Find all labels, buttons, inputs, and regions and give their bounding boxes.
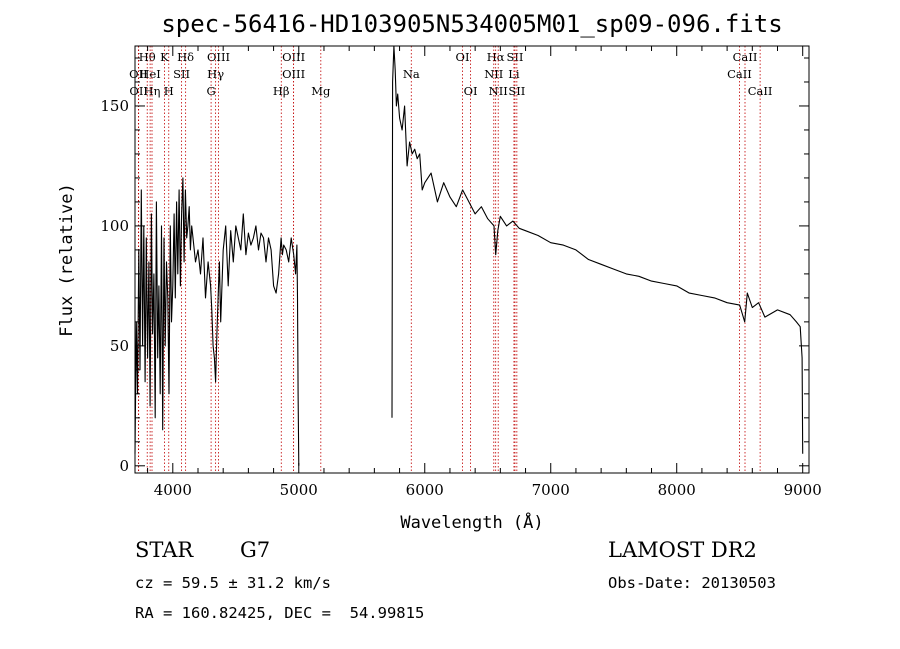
observation-date: Obs-Date: 20130503	[608, 574, 776, 592]
y-tick-label: 50	[110, 337, 129, 355]
spectral-line-label-11: G	[206, 84, 215, 98]
spectral-line-label-27: CaII	[748, 84, 773, 98]
spectrum-segment-1	[391, 45, 804, 454]
spectral-line-label-21: NII	[484, 67, 503, 81]
y-tick-label: 100	[100, 217, 129, 235]
spectral-line-label-25: CaII	[733, 50, 758, 64]
spectral-line-label-26: CaII	[727, 67, 752, 81]
subclass: G7	[240, 538, 271, 562]
coordinates: RA = 160.82425, DEC = 54.99815	[135, 604, 425, 622]
spectral-line-label-23: NII	[489, 84, 508, 98]
spectral-line-label-19: Hα	[487, 50, 505, 64]
spectral-line-label-8: Hδ	[177, 50, 194, 64]
spectral-line-label-7: H	[164, 84, 174, 98]
x-tick-label: 5000	[280, 481, 318, 499]
spectral-line-label-9: OIII	[207, 50, 230, 64]
spectral-line-label-3: HeI	[139, 67, 160, 81]
x-axis-label: Wavelength (Å)	[400, 511, 543, 533]
spectral-line-label-5: K	[160, 50, 169, 64]
x-tick-label: 6000	[406, 481, 444, 499]
spectral-line-label-10: Hγ	[207, 67, 224, 81]
x-tick-label: 9000	[784, 481, 822, 499]
spectral-line-label-17: OI	[456, 50, 470, 64]
y-axis-label: Flux (relative)	[57, 183, 77, 337]
spectral-line-label-6: SII	[173, 67, 190, 81]
spectral-line-label-20: SII	[506, 50, 523, 64]
spectral-line-label-2: OII	[129, 84, 148, 98]
spectrum-segment-0	[134, 177, 300, 466]
spectral-line-label-24: SII	[508, 84, 525, 98]
redshift-info: cz = 59.5 ± 31.2 km/s	[135, 574, 331, 592]
spectral-line-label-14: OIII	[282, 67, 305, 81]
plot-frame	[134, 45, 810, 474]
x-tick-label: 7000	[532, 481, 570, 499]
spectral-line-label-22: Li	[508, 67, 520, 81]
spectral-line-label-0: Hθ	[139, 50, 156, 64]
survey-name: LAMOST DR2	[608, 538, 757, 562]
x-tick-label: 8000	[658, 481, 696, 499]
y-tick-label: 150	[100, 97, 129, 115]
x-tick-label: 4000	[154, 481, 192, 499]
spectrum-series	[134, 45, 804, 466]
spectral-line-label-16: Na	[403, 67, 420, 81]
chart-title: spec-56416-HD103905N534005M01_sp09-096.f…	[161, 10, 782, 38]
spectral-line-label-15: Mg	[311, 84, 331, 98]
spectral-line-label-4: Hη	[144, 84, 161, 98]
object-class: STAR	[135, 538, 194, 562]
y-tick-label: 0	[119, 457, 129, 475]
axis-ticks: 4000 5000 6000 7000 8000 9000 0 50 100 150	[100, 46, 822, 499]
spectral-line-label-12: Hβ	[273, 84, 290, 98]
spectral-line-label-18: OI	[464, 84, 478, 98]
